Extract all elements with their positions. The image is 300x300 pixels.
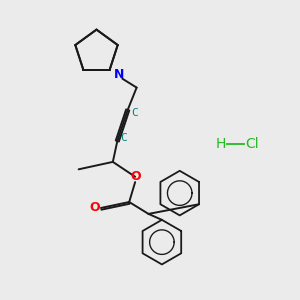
Text: N: N (114, 68, 124, 81)
Text: Cl: Cl (245, 137, 259, 151)
Text: C: C (131, 108, 138, 118)
Text: H: H (215, 137, 226, 151)
Text: O: O (90, 202, 100, 214)
Text: O: O (130, 170, 141, 183)
Text: C: C (121, 133, 127, 142)
